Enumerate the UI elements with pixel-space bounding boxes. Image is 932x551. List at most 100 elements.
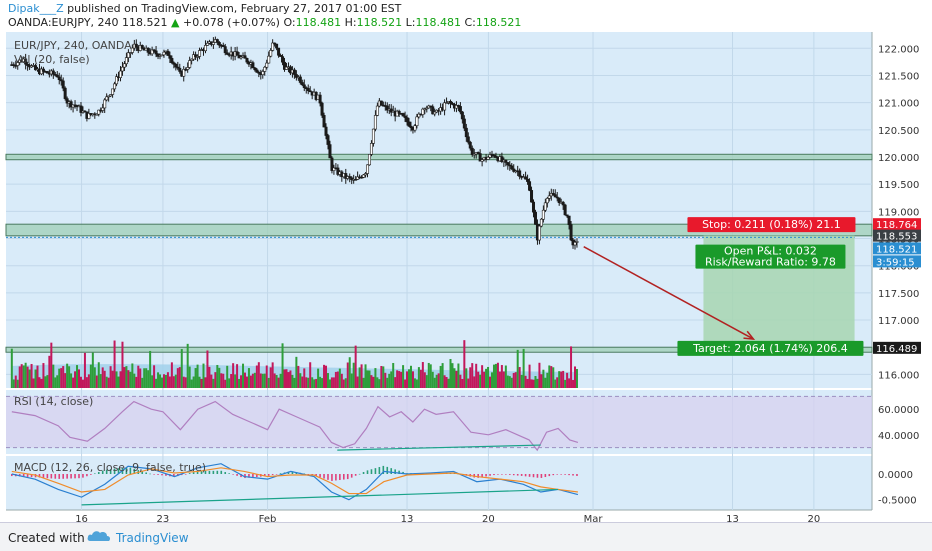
volume-bar [269,367,272,388]
candle-body [294,74,298,78]
volume-bar [40,378,43,388]
volume-bar [162,374,165,388]
volume-bar [394,377,397,388]
rsi-band [6,396,872,448]
candle-body [225,52,229,55]
candle-body [59,79,63,82]
macd-histogram-bar [105,469,108,474]
rsi-divergence-line [337,444,541,451]
macd-histogram-bar [188,473,191,474]
macd-histogram-bar [560,474,562,475]
candle-body [306,88,310,92]
macd-histogram-bar [493,474,495,476]
volume-bar [558,371,561,388]
candle-body [445,102,449,104]
candle-body [124,57,128,65]
sr-zones [5,153,873,353]
volume-bar [384,372,387,388]
candle-body [367,154,371,166]
candle-body [217,42,221,46]
macd-histogram-bar [54,474,57,479]
candle-body [454,105,458,109]
candle-body [537,225,541,241]
tradingview-link[interactable]: TradingView [116,531,189,545]
volume-bar [123,367,126,388]
macd-histogram-bar [354,474,357,476]
volume-bar [70,373,73,388]
macd-histogram-bar [236,474,238,476]
macd-histogram-bar [117,468,120,474]
macd-histogram-bar [536,474,539,478]
candle-body [69,101,73,108]
volume-bar [506,375,509,388]
macd-histogram-bar [240,474,242,478]
volume-bar [200,378,203,388]
volume-bar [522,348,525,388]
volume-bar [285,369,288,388]
candle-body [366,164,370,174]
candle-body [468,141,472,149]
macd-histogram-bar [481,474,483,478]
last-price-badge: 118.521 [876,244,917,255]
candle-body [433,111,437,115]
sr-zone [5,346,873,353]
volume-bar [461,378,464,388]
macd-histogram-bar [200,471,203,474]
arrow-line [583,246,754,340]
volume-bar [38,377,41,388]
volume-bar [409,365,412,388]
candle-body [332,167,336,171]
candle-body [281,56,285,63]
candle-body [466,136,470,143]
trading-chart[interactable]: 122.000 121.500 121.000 120.500 120.000 119.5… [0,32,932,522]
macd-histogram-bar [505,474,507,475]
macd-histogram-bar [42,474,45,478]
candle-body [168,55,172,59]
candle-body [172,62,176,65]
volume-bar [297,365,300,388]
candle-body [221,45,225,47]
target-price-badge-bg [873,341,921,354]
low-value: 118.481 [415,16,461,29]
volume-bar [538,362,541,388]
chart-header: Dipak___Z published on TradingView.com, … [0,0,932,32]
volume-bar [93,367,96,388]
candle-body [126,52,130,58]
macd-histogram-bar [477,474,479,478]
macd-histogram-bar [22,474,25,477]
volume-bar [279,373,282,388]
volume-bar [398,371,401,388]
macd-histogram-bar [78,474,80,479]
high-label: H: [344,16,357,29]
macd-histogram-bar [109,469,112,474]
candle-body [223,46,227,54]
author-link[interactable]: Dipak___Z [8,2,64,15]
candle-body [263,66,267,72]
volume-bar [283,369,286,388]
stop-label: Stop: 0.211 (0.18%) 21.1 [702,218,841,231]
volume-bar [374,368,377,388]
candle-body [190,58,194,61]
candle-body [328,144,332,159]
volume-bar [433,377,436,388]
candle-body [456,105,460,107]
volume-bar [463,340,466,388]
candle-body [103,99,107,109]
volume-bar [172,376,175,388]
macd-histogram-bar [342,474,345,480]
candle-body [470,147,474,155]
volume-bar [115,371,118,388]
legend-macd: MACD (12, 26, close, 9, false, true) [14,461,206,474]
candle-body [575,241,579,243]
candle-body [460,111,464,120]
volume-bar [249,375,252,388]
volume-bar [95,375,98,388]
volume-bar [113,340,116,388]
rsi-series [6,395,872,452]
volume-bar [160,377,163,388]
candle-body [279,54,283,57]
macd-histogram-bar [248,474,250,478]
volume-bar [198,376,201,388]
volume-bar [182,376,185,388]
macd-histogram-bar [224,472,227,474]
